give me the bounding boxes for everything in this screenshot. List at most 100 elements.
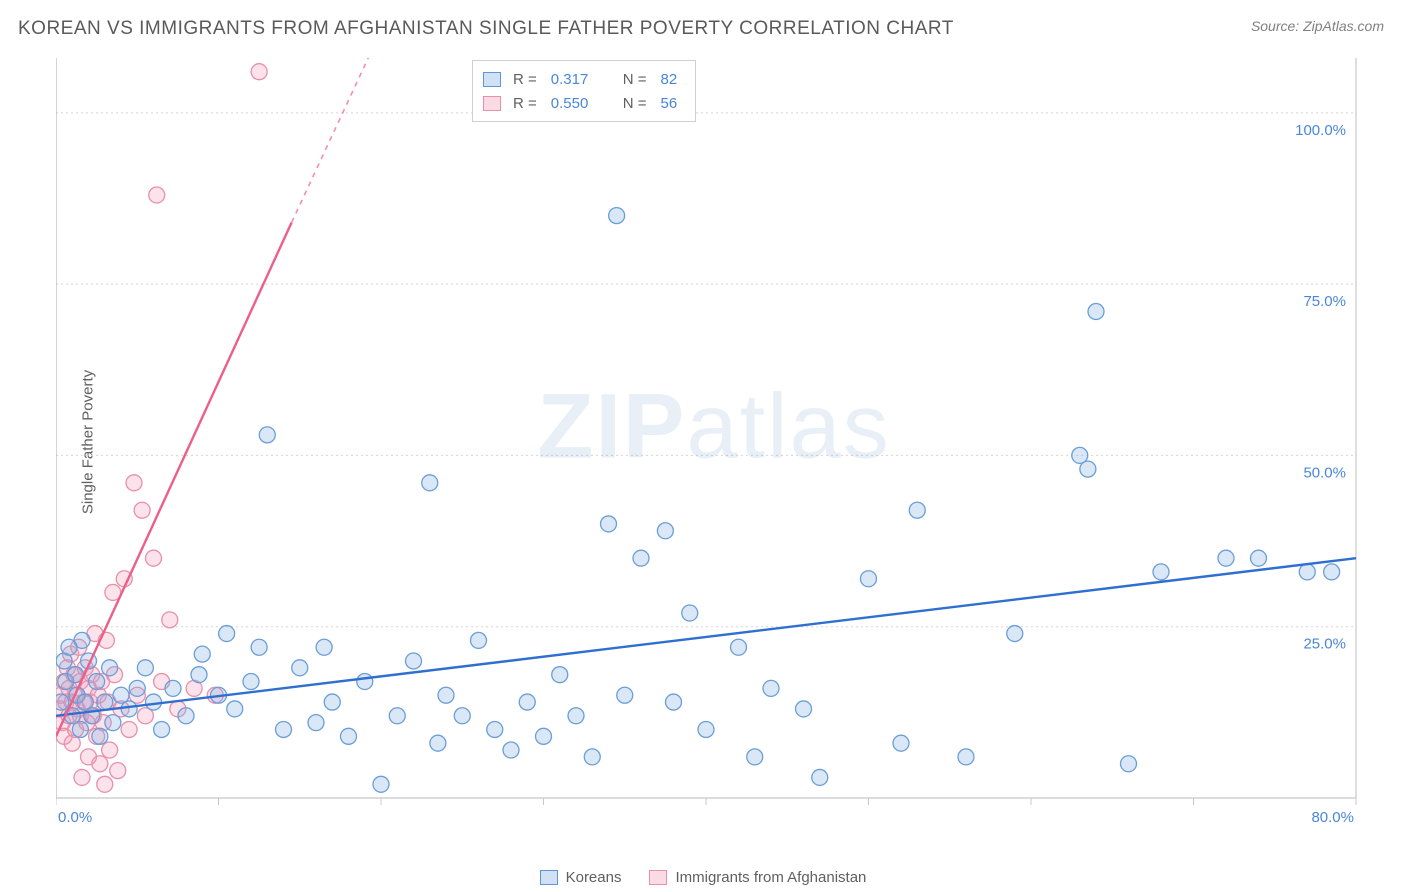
- data-point: [584, 749, 600, 765]
- data-point: [292, 660, 308, 676]
- data-point: [191, 667, 207, 683]
- data-point: [958, 749, 974, 765]
- data-point: [243, 674, 259, 690]
- legend-n-value: 82: [661, 71, 678, 88]
- data-point: [763, 680, 779, 696]
- data-point: [422, 475, 438, 491]
- data-point: [92, 756, 108, 772]
- data-point: [471, 632, 487, 648]
- data-point: [698, 721, 714, 737]
- legend-r-value: 0.550: [551, 95, 603, 112]
- data-point: [134, 502, 150, 518]
- swatch-blue-icon: [540, 870, 558, 885]
- data-point: [633, 550, 649, 566]
- data-point: [97, 694, 113, 710]
- data-point: [617, 687, 633, 703]
- data-point: [121, 721, 137, 737]
- trend-line-pink: [56, 222, 292, 736]
- data-point: [74, 769, 90, 785]
- data-point: [121, 701, 137, 717]
- source-credit: Source: ZipAtlas.com: [1251, 18, 1384, 34]
- legend-label: Immigrants from Afghanistan: [675, 869, 866, 886]
- data-point: [682, 605, 698, 621]
- data-point: [454, 708, 470, 724]
- data-point: [1153, 564, 1169, 580]
- correlation-legend: R = 0.317 N = 82 R = 0.550 N = 56: [472, 60, 696, 122]
- data-point: [666, 694, 682, 710]
- data-point: [893, 735, 909, 751]
- data-point: [89, 674, 105, 690]
- data-point: [97, 776, 113, 792]
- source-label: Source:: [1251, 18, 1299, 34]
- legend-row-blue: R = 0.317 N = 82: [483, 67, 677, 91]
- plot-area: Single Father Poverty 25.0%50.0%75.0%100…: [44, 58, 1384, 826]
- data-point: [146, 550, 162, 566]
- chart-header: KOREAN VS IMMIGRANTS FROM AFGHANISTAN SI…: [0, 0, 1406, 46]
- data-point: [110, 763, 126, 779]
- data-point: [1299, 564, 1315, 580]
- data-point: [1121, 756, 1137, 772]
- data-point: [536, 728, 552, 744]
- xtick-label: 0.0%: [58, 809, 92, 826]
- data-point: [731, 639, 747, 655]
- legend-label: Koreans: [566, 869, 622, 886]
- data-point: [154, 721, 170, 737]
- data-point: [1251, 550, 1267, 566]
- legend-r-label: R =: [513, 95, 537, 112]
- ytick-label: 75.0%: [1303, 293, 1346, 310]
- data-point: [487, 721, 503, 737]
- data-point: [568, 708, 584, 724]
- data-point: [324, 694, 340, 710]
- data-point: [162, 612, 178, 628]
- legend-n-label: N =: [623, 71, 647, 88]
- legend-row-pink: R = 0.550 N = 56: [483, 91, 677, 115]
- data-point: [102, 660, 118, 676]
- ytick-label: 25.0%: [1303, 636, 1346, 653]
- legend-n-value: 56: [661, 95, 678, 112]
- data-point: [126, 475, 142, 491]
- data-point: [72, 721, 88, 737]
- data-point: [657, 523, 673, 539]
- trend-line-pink-extrapolated: [292, 58, 381, 222]
- data-point: [56, 694, 69, 710]
- data-point: [1080, 461, 1096, 477]
- data-point: [909, 502, 925, 518]
- data-point: [137, 660, 153, 676]
- data-point: [552, 667, 568, 683]
- data-point: [308, 715, 324, 731]
- data-point: [341, 728, 357, 744]
- legend-r-value: 0.317: [551, 71, 603, 88]
- data-point: [316, 639, 332, 655]
- data-point: [102, 742, 118, 758]
- data-point: [357, 674, 373, 690]
- data-point: [519, 694, 535, 710]
- data-point: [92, 728, 108, 744]
- trend-line-blue: [56, 558, 1356, 716]
- data-point: [1007, 626, 1023, 642]
- data-point: [219, 626, 235, 642]
- swatch-pink-icon: [649, 870, 667, 885]
- legend-n-label: N =: [623, 95, 647, 112]
- ytick-label: 100.0%: [1295, 122, 1346, 139]
- xtick-label: 80.0%: [1311, 809, 1354, 826]
- data-point: [601, 516, 617, 532]
- data-point: [259, 427, 275, 443]
- chart-title: KOREAN VS IMMIGRANTS FROM AFGHANISTAN SI…: [18, 18, 954, 40]
- data-point: [861, 571, 877, 587]
- data-point: [1324, 564, 1340, 580]
- data-point: [165, 680, 181, 696]
- data-point: [438, 687, 454, 703]
- legend-item-koreans: Koreans: [540, 869, 622, 886]
- data-point: [373, 776, 389, 792]
- data-point: [276, 721, 292, 737]
- legend-r-label: R =: [513, 71, 537, 88]
- data-point: [406, 653, 422, 669]
- data-point: [503, 742, 519, 758]
- source-value: ZipAtlas.com: [1303, 18, 1384, 34]
- scatter-svg: 25.0%50.0%75.0%100.0% 0.0%80.0%: [56, 58, 1384, 826]
- data-point: [747, 749, 763, 765]
- data-point: [251, 64, 267, 80]
- data-point: [105, 715, 121, 731]
- data-point: [430, 735, 446, 751]
- data-point: [178, 708, 194, 724]
